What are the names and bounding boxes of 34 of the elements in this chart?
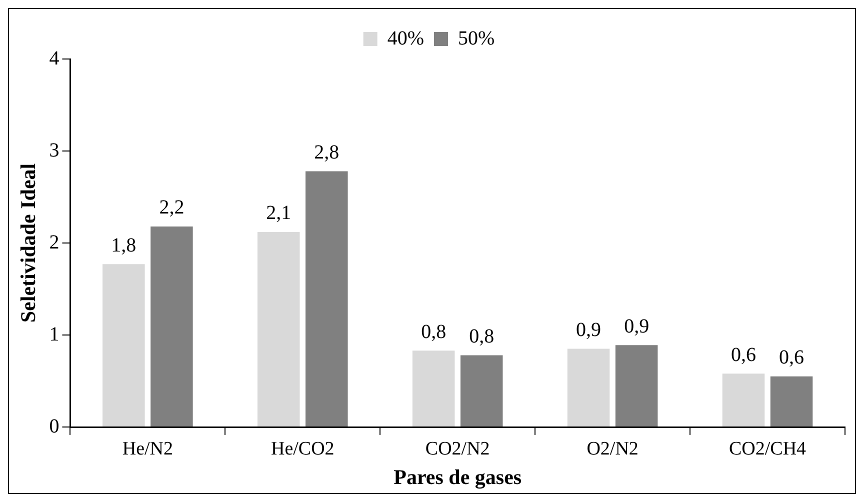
x-tick-label: He/N2 — [122, 438, 174, 460]
y-tick-label: 4 — [49, 47, 60, 70]
bar — [460, 355, 503, 426]
bar — [722, 374, 765, 426]
bar — [567, 348, 610, 426]
bar — [770, 376, 813, 426]
data-label: 1,8 — [111, 234, 136, 256]
x-tick-label: CO2/CH4 — [728, 438, 807, 460]
data-label: 0,9 — [576, 319, 602, 342]
y-tick-label: 1 — [49, 323, 60, 346]
data-label: 0,9 — [624, 315, 650, 338]
data-label: 0,8 — [421, 320, 446, 343]
bar — [412, 350, 455, 426]
bar — [257, 232, 300, 426]
bar — [306, 171, 348, 426]
x-tick-label: CO2/N2 — [425, 438, 490, 460]
data-label: 2,1 — [266, 202, 292, 224]
legend-label: 40% — [387, 27, 424, 50]
data-label: 0,8 — [469, 325, 494, 348]
y-tick-label: 3 — [49, 139, 60, 162]
bar — [150, 226, 193, 426]
data-label: 0,6 — [731, 344, 756, 366]
x-tick-label: O2/N2 — [586, 438, 638, 460]
y-tick-label: 2 — [49, 231, 60, 254]
x-tick-label: He/CO2 — [270, 438, 334, 460]
x-axis-title: Pares de gases — [394, 464, 522, 489]
y-tick-label: 0 — [49, 415, 60, 438]
data-label: 2,2 — [159, 196, 184, 219]
bar — [102, 264, 145, 426]
legend-label: 50% — [458, 27, 495, 50]
data-label: 2,8 — [314, 141, 340, 164]
data-label: 0,6 — [779, 346, 804, 369]
y-axis-title: Seletividade Ideal — [16, 163, 40, 323]
bar — [615, 345, 658, 426]
